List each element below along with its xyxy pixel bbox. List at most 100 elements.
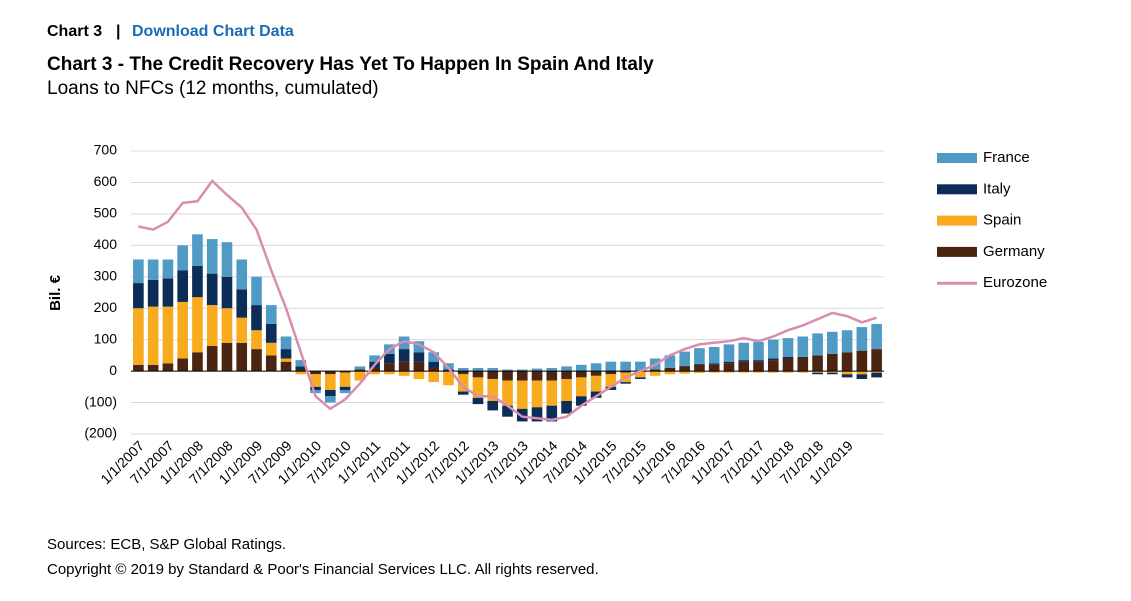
legend-label: Italy — [983, 180, 1011, 197]
line-series — [138, 179, 877, 422]
bar-segment — [280, 349, 292, 359]
legend-swatch — [937, 153, 977, 163]
bar-segment — [162, 363, 174, 372]
sources: Sources: ECB, S&P Global Ratings. — [47, 536, 286, 553]
bar-segment — [457, 371, 469, 375]
bar-segment — [738, 360, 750, 362]
bar-segment — [708, 371, 720, 373]
bar-segment — [413, 361, 425, 372]
bar-segment — [797, 356, 809, 372]
bar-segment — [502, 369, 513, 372]
y-tick-label: 500 — [94, 205, 118, 221]
bar-segment — [206, 239, 218, 274]
bar-segment — [723, 363, 735, 372]
bar-segment — [841, 352, 853, 372]
bar-segment — [516, 380, 528, 409]
bar-segment — [531, 368, 543, 372]
bar-segment — [177, 270, 188, 302]
y-tick-label: 400 — [94, 236, 118, 252]
bar-segment — [738, 361, 750, 372]
bar-segment — [384, 363, 395, 372]
bar-segment — [679, 371, 690, 374]
bar-segment — [767, 339, 779, 359]
bar-segment — [369, 355, 380, 362]
bar-segment — [487, 367, 499, 372]
bar-segment — [782, 338, 794, 357]
bar-segment — [236, 342, 248, 372]
bar-segment — [295, 369, 307, 372]
bar-segment — [590, 371, 602, 376]
legend-swatch — [937, 246, 977, 257]
bar-segment — [605, 386, 617, 390]
bar-segment — [295, 366, 307, 370]
bar-segment — [177, 245, 188, 271]
bar-segment — [502, 405, 513, 417]
bar-segment — [177, 358, 188, 372]
bar-segment — [147, 306, 159, 365]
bar-segment — [841, 371, 853, 375]
bar-segment — [620, 371, 631, 373]
bar-segment — [295, 360, 307, 367]
bar-segment — [546, 367, 558, 372]
y-tick-label: 100 — [94, 330, 118, 346]
y-axis-label: Bil. € — [47, 274, 64, 311]
bar-segment — [369, 371, 380, 375]
bar-segment — [310, 386, 321, 390]
bar-segment — [398, 349, 410, 362]
bar-segment — [516, 369, 528, 372]
bar-segment — [620, 361, 631, 372]
bar-segment — [236, 259, 248, 290]
bar-segment — [664, 371, 676, 375]
bar-segment — [856, 371, 868, 375]
bar-segment — [428, 371, 439, 383]
bar-segment — [162, 278, 174, 307]
bar-segment — [649, 371, 661, 376]
bar-segment — [251, 330, 262, 350]
bar-segment — [472, 397, 484, 405]
bar-segment — [797, 336, 809, 357]
bar-segment — [694, 363, 705, 365]
bar-segment — [605, 374, 617, 387]
bar-segment — [531, 407, 543, 422]
bar-segment — [354, 366, 366, 370]
bar-segment — [812, 355, 823, 372]
bar-segment — [398, 371, 410, 376]
bar-segment — [827, 371, 838, 373]
bar-segment — [708, 364, 720, 372]
bar-segment — [812, 333, 823, 356]
bar-segment — [192, 265, 203, 298]
bar-segment — [871, 323, 882, 350]
bar-segment — [236, 317, 248, 343]
bar-segment — [487, 400, 499, 411]
bar-segment — [753, 371, 764, 373]
bar-segment — [767, 360, 779, 372]
bar-segment — [620, 382, 631, 384]
legend-swatch — [937, 184, 977, 195]
bar-segment — [310, 389, 321, 394]
bar-segment — [236, 289, 248, 318]
bar-segment — [221, 308, 233, 343]
download-link[interactable]: Download Chart Data — [132, 23, 294, 40]
bar-segment — [516, 371, 528, 381]
bar-segment — [310, 371, 321, 375]
bar-segment — [576, 371, 587, 378]
bar-segment — [280, 361, 292, 372]
bar-segment — [664, 355, 676, 368]
bar-segment — [443, 371, 454, 386]
bar-segment — [251, 276, 262, 306]
bar-segment — [339, 371, 351, 373]
bar-segment — [457, 367, 469, 372]
bar-segment — [605, 361, 617, 372]
bar-segment — [251, 349, 262, 372]
bar-segment — [325, 396, 336, 403]
bar-segment — [162, 259, 174, 279]
bar-segment — [531, 371, 543, 381]
y-tick-label: 300 — [94, 267, 118, 283]
y-tick-label: 0 — [109, 362, 117, 378]
legend-label: Spain — [983, 212, 1021, 229]
chart-title: Chart 3 - The Credit Recovery Has Yet To… — [47, 54, 654, 75]
bar-segment — [369, 367, 380, 372]
bar-segment — [502, 371, 513, 381]
bar-segment — [502, 380, 513, 406]
bar-segment — [797, 371, 809, 373]
